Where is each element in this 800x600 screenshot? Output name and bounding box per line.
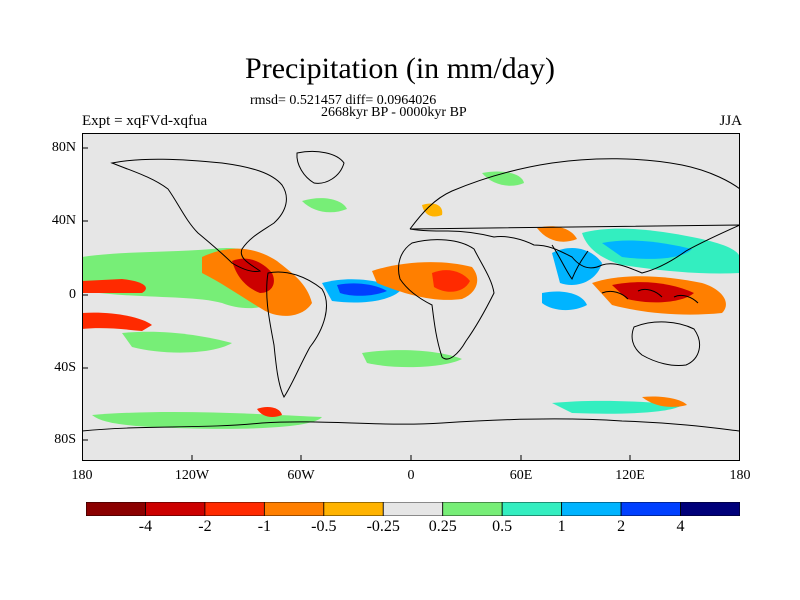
colorbar-label: -1 <box>257 518 272 535</box>
colorbar <box>86 502 740 516</box>
x-tick-label: 60W <box>287 468 315 483</box>
x-tick-label: 120W <box>174 468 210 483</box>
y-tick-label: 80S <box>54 432 76 447</box>
coast-africa <box>398 239 495 360</box>
coast-indonesia <box>601 288 699 304</box>
colorbar-swatch <box>680 502 740 516</box>
colorbar-swatch <box>501 502 563 516</box>
coast-eurasia <box>409 158 740 274</box>
coast-greenland <box>296 150 345 184</box>
anomaly-patch <box>302 198 347 213</box>
x-tick-label: 60E <box>509 468 533 483</box>
y-tick-label: 0 <box>69 287 76 302</box>
anomaly-patch <box>482 171 524 186</box>
y-tick-label: 40S <box>54 360 76 375</box>
colorbar-label: 1 <box>557 518 566 535</box>
coast-north-america <box>110 158 287 272</box>
colorbar-label: -0.5 <box>311 518 337 535</box>
colorbar-label: -2 <box>198 518 212 535</box>
precipitation-map <box>82 133 740 461</box>
anomaly-patch <box>542 291 587 311</box>
colorbar-label: -4 <box>138 518 153 535</box>
anomaly-patch <box>82 279 146 293</box>
stats-subtitle: rmsd= 0.521457 diff= 0.0964026 <box>250 93 437 108</box>
x-tick-label: 180 <box>71 468 93 483</box>
colorbar-swatch <box>442 502 503 516</box>
colorbar-swatch <box>382 502 444 516</box>
anomaly-patch <box>82 312 152 331</box>
colorbar-swatch <box>145 502 206 516</box>
colorbar-label: 0.5 <box>492 518 513 535</box>
experiment-label: Expt = xqFVd-xqfua <box>82 113 208 129</box>
anomaly-patch <box>257 407 282 417</box>
colorbar-label: -0.25 <box>366 518 400 535</box>
anomaly-patch <box>432 270 470 292</box>
anomaly-patch <box>537 226 577 242</box>
coast-south-america <box>266 271 327 398</box>
x-tick-label: 0 <box>407 468 415 483</box>
coast-antarctica <box>82 418 740 432</box>
anomaly-patch <box>362 350 462 368</box>
coastlines <box>82 150 740 432</box>
anomaly-patch <box>232 258 274 293</box>
coast-australia <box>631 321 701 366</box>
colorbar-label: 2 <box>617 518 626 535</box>
x-tick-label: 120E <box>615 468 645 483</box>
period-subtitle: 2668kyr BP - 0000kyr BP <box>321 105 467 120</box>
anomaly-patch <box>92 411 322 429</box>
anomaly-patch <box>552 400 682 414</box>
anomaly-patch <box>337 283 387 296</box>
y-tick-label: 80N <box>51 140 76 155</box>
anomaly-patch <box>612 282 694 303</box>
colorbar-swatch <box>561 502 622 516</box>
colorbar-swatch <box>323 502 384 516</box>
colorbar-swatch <box>263 502 325 516</box>
x-tick-label: 180 <box>729 468 751 483</box>
coast-india <box>551 244 589 281</box>
colorbar-swatch <box>204 502 265 516</box>
colorbar-swatch <box>620 502 681 516</box>
anomaly-patch <box>602 240 692 259</box>
colorbar-label: 0.25 <box>428 518 457 535</box>
anomaly-patch <box>552 248 602 285</box>
colorbar-swatch <box>86 502 146 516</box>
anomaly-patch <box>642 396 687 407</box>
anomaly-patch <box>422 203 443 217</box>
anomaly-patch <box>122 331 232 353</box>
y-tick-label: 40N <box>51 213 76 228</box>
colorbar-label: 4 <box>676 518 685 535</box>
map-title: Precipitation (in mm/day) <box>245 52 555 85</box>
season-label: JJA <box>719 113 742 129</box>
